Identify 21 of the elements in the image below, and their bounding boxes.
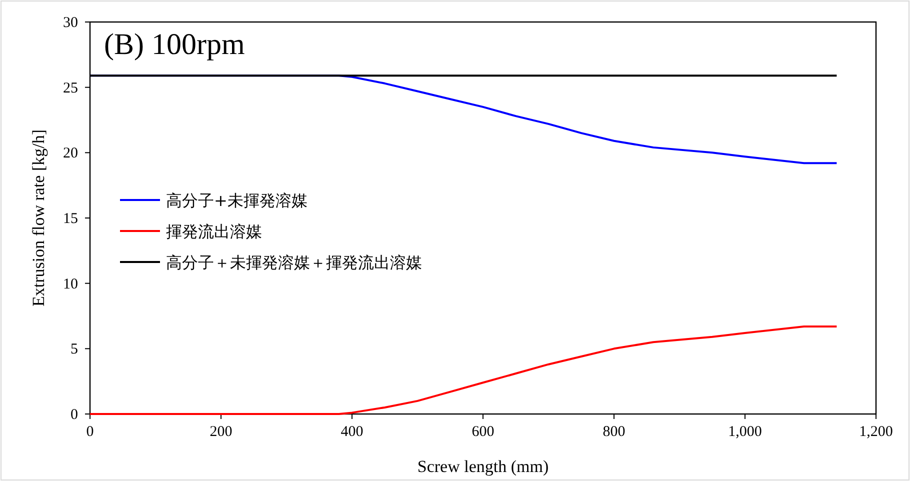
y-tick-label: 10	[63, 276, 78, 292]
y-tick-label: 25	[63, 80, 78, 96]
y-tick-label: 20	[63, 146, 78, 162]
x-axis-title: Screw length (mm)	[417, 457, 549, 476]
y-axis-title: Extrusion flow rate [kg/h]	[29, 129, 48, 307]
legend-label: 高分子+未揮発溶媒	[166, 191, 308, 210]
x-tick-label: 200	[210, 424, 232, 440]
x-tick-label: 0	[86, 424, 94, 440]
y-tick-label: 5	[70, 342, 78, 358]
x-tick-label: 400	[340, 424, 364, 440]
y-tick-label: 15	[63, 211, 78, 227]
y-tick-label: 0	[70, 407, 78, 423]
x-tick-label: 1,200	[859, 424, 893, 440]
x-tick-label: 1,000	[728, 424, 762, 440]
chart-title: (B) 100rpm	[104, 28, 245, 61]
legend-label: 高分子＋未揮発溶媒＋揮発流出溶媒	[166, 253, 422, 272]
x-tick-label: 800	[602, 424, 626, 440]
line-series	[89, 325, 838, 415]
x-tick-label: 600	[472, 424, 494, 440]
legend-label: 揮発流出溶媒	[166, 222, 262, 241]
y-tick-label: 30	[63, 15, 78, 31]
